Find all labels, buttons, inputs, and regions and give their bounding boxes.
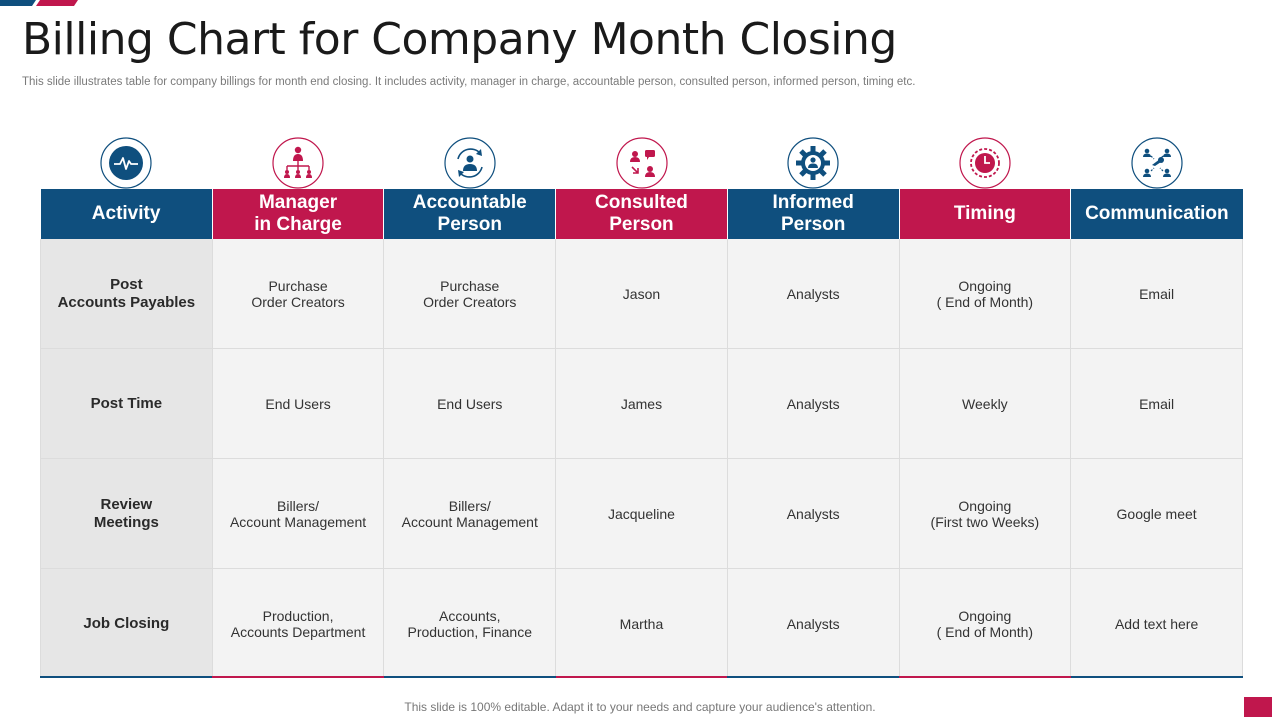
billing-table: Activity Manager in Charge Accountable P… [40,189,1243,678]
gear-person-icon [787,137,839,189]
clock-icon [959,137,1011,189]
table-cell: Ongoing ( End of Month) [899,568,1072,678]
table-cell: End Users [212,348,385,459]
table-cell: Analysts [727,458,900,569]
person-cycle-icon [444,137,496,189]
column-icon-row [40,137,1243,189]
table-cell: Billers/ Account Management [383,458,557,569]
column-header-accountable: Accountable Person [383,189,557,239]
table-bottom-border [40,676,1244,678]
column-header-timing: Timing [899,189,1072,239]
icon-cell-communication [1071,137,1243,189]
table-cell: Ongoing (First two Weeks) [899,458,1072,569]
table-header-row: Activity Manager in Charge Accountable P… [40,189,1243,239]
table-cell: Martha [555,568,728,678]
page-subtitle: This slide illustrates table for company… [22,76,916,88]
table-cell: Weekly [899,348,1072,459]
table-cell: Accounts, Production, Finance [383,568,557,678]
table-cell: Analysts [727,348,900,459]
column-header-manager: Manager in Charge [212,189,385,239]
table-cell: Job Closing [40,568,213,678]
pulse-icon [100,137,152,189]
column-header-informed: Informed Person [727,189,900,239]
table-row: Post Accounts Payables Purchase Order Cr… [40,239,1243,349]
table-cell: Jacqueline [555,458,728,569]
table-cell: Google meet [1070,458,1243,569]
footer-note: This slide is 100% editable. Adapt it to… [404,700,876,714]
table-cell: James [555,348,728,459]
icon-cell-manager [212,137,384,189]
org-hierarchy-icon [272,137,324,189]
table-cell: Review Meetings [40,458,213,569]
table-cell: Email [1070,348,1243,459]
icon-cell-consulted [556,137,728,189]
table-cell: Billers/ Account Management [212,458,385,569]
discussion-icon [615,137,668,189]
table-cell: Jason [555,239,728,349]
table-cell: Post Accounts Payables [40,239,213,349]
table-cell: Post Time [40,348,213,459]
table-row: Post Time End Users End Users James Anal… [40,348,1243,459]
table-cell: Purchase Order Creators [212,239,385,349]
column-header-consulted: Consulted Person [555,189,728,239]
table-cell: Purchase Order Creators [383,239,557,349]
table-cell: Analysts [727,239,900,349]
page-title: Billing Chart for Company Month Closing [22,14,897,65]
icon-cell-informed [727,137,899,189]
table-cell: Production, Accounts Department [212,568,385,678]
icon-cell-accountable [384,137,556,189]
corner-decoration [0,0,78,6]
table-cell: Email [1070,239,1243,349]
table-cell: Add text here [1070,568,1243,678]
table-cell: Ongoing ( End of Month) [899,239,1072,349]
icon-cell-timing [899,137,1071,189]
corner-accent-box [1244,697,1272,717]
network-people-icon [1131,137,1183,189]
column-header-communication: Communication [1070,189,1243,239]
table-row: Review Meetings Billers/ Account Managem… [40,458,1243,569]
column-header-activity: Activity [40,189,213,239]
table-cell: Analysts [727,568,900,678]
table-row: Job Closing Production, Accounts Departm… [40,568,1243,678]
table-cell: End Users [383,348,557,459]
icon-cell-activity [40,137,212,189]
